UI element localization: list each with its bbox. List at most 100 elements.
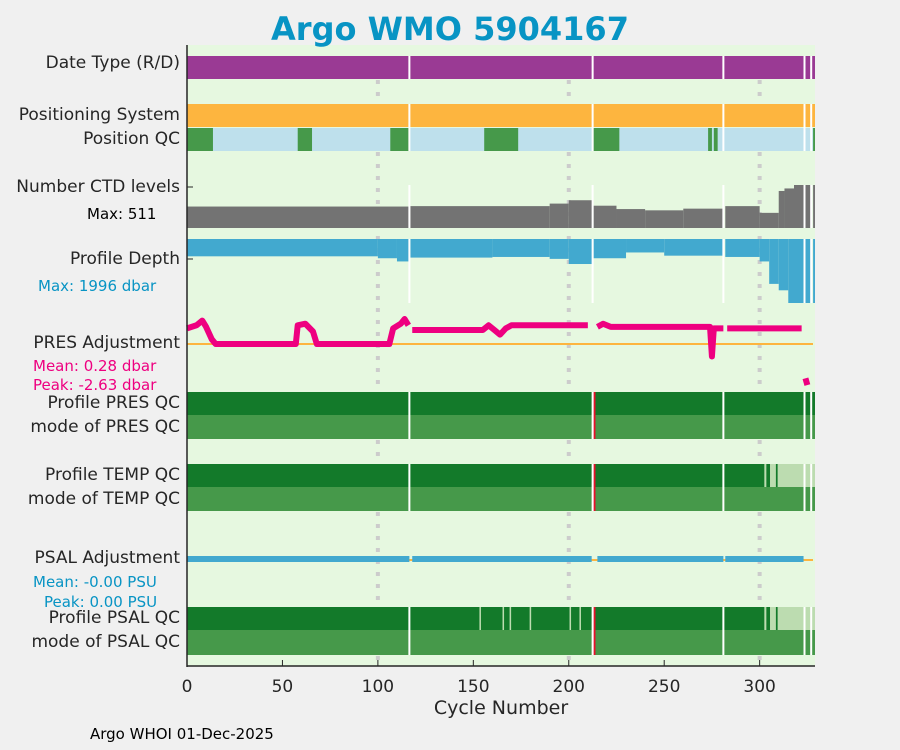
missing-cycle-gap — [408, 185, 411, 228]
missing-cycle-gap — [722, 607, 725, 655]
mode-pres-qc-segment — [593, 415, 596, 439]
missing-cycle-gap — [591, 185, 594, 228]
profile-depth-bar — [664, 239, 724, 256]
profile-psal-qc-segment — [579, 607, 581, 630]
missing-cycle-gap — [803, 104, 806, 151]
label-date-type: Date Type (R/D) — [45, 53, 180, 73]
ctd-levels-bar — [813, 185, 815, 228]
profile-psal-qc-segment — [529, 607, 532, 630]
x-tick-label: 300 — [743, 677, 775, 697]
label-profile-psal-qc: Profile PSAL QC — [48, 608, 180, 628]
missing-cycle-gap — [810, 464, 813, 511]
ctd-levels-bar — [725, 206, 760, 228]
profile-depth-bar — [410, 239, 493, 258]
profile-psal-qc-segment — [569, 607, 572, 630]
ctd-levels-bar — [645, 210, 684, 228]
missing-cycle-gap — [722, 56, 725, 79]
ctd-levels-bar — [759, 212, 779, 228]
missing-cycle-gap — [810, 56, 813, 79]
position-qc-segment — [390, 128, 410, 151]
profile-temp-qc-segment — [770, 464, 776, 487]
x-tick-label: 200 — [553, 677, 585, 697]
missing-cycle-gap — [591, 392, 594, 439]
profile-depth-bar — [788, 239, 805, 303]
missing-cycle-gap — [803, 185, 806, 228]
profile-depth-bar — [187, 239, 378, 257]
profile-psal-qc-segment — [775, 607, 778, 630]
missing-cycle-gap — [810, 607, 813, 655]
x-tick-label: 150 — [457, 677, 489, 697]
x-tick-label: 250 — [648, 677, 680, 697]
profile-psal-qc-segment — [187, 607, 765, 630]
missing-cycle-gap — [722, 104, 725, 151]
missing-cycle-gap — [408, 56, 411, 79]
position-qc-segment — [297, 128, 313, 151]
pres-mean: Mean: 0.28 dbar — [33, 357, 157, 375]
profile-psal-qc-segment — [770, 607, 776, 630]
profile-depth-bar — [626, 239, 665, 253]
missing-cycle-gap — [408, 392, 411, 439]
ctd-levels-bar — [187, 206, 410, 228]
label-mode-psal-qc: mode of PSAL QC — [31, 632, 180, 652]
missing-cycle-gap — [803, 239, 806, 303]
ctd-levels-bar — [410, 206, 550, 228]
positioning-system-segment — [187, 104, 815, 127]
profile-psal-qc-segment — [502, 607, 505, 630]
label-psal-adjustment: PSAL Adjustment — [34, 548, 180, 568]
missing-cycle-gap — [408, 607, 411, 655]
missing-cycle-gap — [722, 392, 725, 439]
label-mode-pres-qc: mode of PRES QC — [30, 417, 180, 437]
profile-psal-qc-segment — [593, 607, 596, 630]
missing-cycle-gap — [803, 607, 806, 655]
profile-depth-bar — [805, 239, 812, 303]
depth-max: Max: 1996 dbar — [38, 277, 157, 295]
profile-depth-bar — [725, 239, 760, 257]
pres-peak: Peak: -2.63 dbar — [33, 376, 157, 394]
pres-adjustment-line — [186, 316, 411, 347]
ctd-levels-bar — [794, 185, 805, 228]
ctd-levels-bar — [805, 185, 812, 228]
missing-cycle-gap — [803, 392, 806, 439]
profile-temp-qc-segment — [777, 464, 815, 487]
missing-cycle-gap — [803, 56, 806, 79]
label-mode-temp-qc: mode of TEMP QC — [27, 489, 180, 509]
missing-cycle-gap — [803, 464, 806, 511]
profile-psal-qc-segment — [777, 607, 815, 630]
profile-psal-qc-segment — [479, 607, 481, 630]
profile-depth-bar — [377, 239, 397, 259]
position-qc-segment — [593, 128, 620, 151]
profile-depth-bar — [769, 239, 779, 284]
label-positioning-system: Positioning System — [18, 105, 180, 125]
missing-cycle-gap — [591, 104, 594, 151]
profile-depth-bar — [568, 239, 593, 265]
missing-cycle-gap — [408, 104, 411, 151]
label-position-qc: Position QC — [83, 129, 180, 149]
missing-cycle-gap — [810, 392, 813, 439]
profile-depth-bar — [492, 239, 550, 257]
label-profile-temp-qc: Profile TEMP QC — [45, 465, 180, 485]
profile-temp-qc-segment — [187, 464, 765, 487]
missing-cycle-gap — [810, 239, 813, 303]
position-qc-segment — [713, 128, 718, 151]
mode-pres-qc-segment — [187, 415, 815, 439]
pres-adjustment-line — [595, 320, 724, 360]
profile-depth-bar — [778, 239, 789, 291]
mode-psal-qc-segment — [593, 630, 596, 655]
ctd-levels-bar — [784, 188, 795, 228]
profile-temp-qc-segment — [775, 464, 778, 487]
profile-psal-qc-segment — [764, 607, 767, 630]
ctd-levels-bar — [593, 205, 617, 228]
ctd-levels-bar — [549, 203, 569, 228]
missing-cycle-gap — [408, 464, 411, 511]
missing-cycle-gap — [591, 56, 594, 79]
position-qc-segment — [813, 128, 815, 151]
missing-cycle-gap — [722, 239, 725, 303]
position-qc-segment — [484, 128, 519, 151]
missing-cycle-gap — [408, 239, 411, 303]
missing-cycle-gap — [722, 464, 725, 511]
profile-depth-bar — [759, 239, 770, 262]
missing-cycle-gap — [810, 104, 813, 151]
label-pres-adjustment: PRES Adjustment — [33, 333, 180, 353]
ctd-levels-bar — [683, 208, 724, 228]
